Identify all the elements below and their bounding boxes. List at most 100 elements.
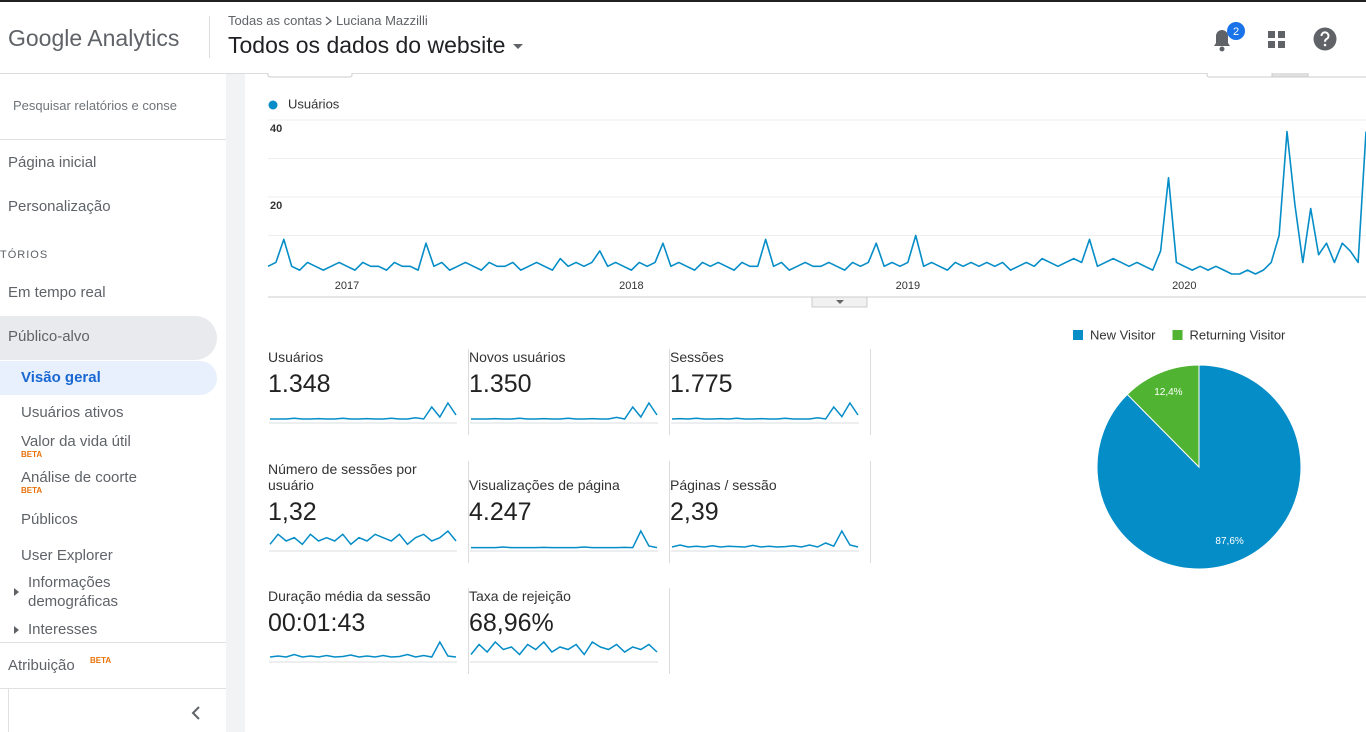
view-name[interactable]: Todos os dados do website xyxy=(228,32,506,58)
metric-label: Sessões xyxy=(670,349,724,365)
button[interactable] xyxy=(1271,73,1309,78)
divider xyxy=(8,688,9,732)
collapse-button[interactable] xyxy=(188,704,204,722)
metric-label: Páginas / sessão xyxy=(670,477,777,493)
sidebar: Pesquisar relatórios e conse Página inic… xyxy=(0,74,226,732)
sparkline-line xyxy=(269,640,457,658)
sparkline xyxy=(470,640,658,663)
divider xyxy=(0,642,226,643)
sparkline xyxy=(470,529,658,552)
sparkline xyxy=(269,401,457,424)
metric-value: 00:01:43 xyxy=(268,609,366,637)
nav-subitem[interactable]: Informações demográficas xyxy=(28,574,119,610)
metric-label: Usuários xyxy=(268,349,324,365)
pie-label: 12,4% xyxy=(1154,387,1182,398)
beta-badge: BETA xyxy=(90,656,112,665)
header: Google Analytics Todas as contas Luciana… xyxy=(0,2,1366,74)
metric-value: 68,96% xyxy=(469,609,554,637)
beta-badge: BETA xyxy=(21,450,43,459)
nav-subitem[interactable]: Usuários ativos xyxy=(21,404,124,421)
sparkline xyxy=(470,401,658,424)
sparkline-line xyxy=(471,401,658,420)
expand-arrow xyxy=(14,626,19,634)
dropdown-arrow xyxy=(513,43,524,49)
view-selector[interactable]: Todos os dados do website xyxy=(228,32,531,59)
legend-marker xyxy=(1172,330,1183,340)
line-series xyxy=(267,130,1366,275)
button[interactable] xyxy=(267,73,353,78)
breadcrumb-item[interactable]: Todas as contas xyxy=(228,13,322,28)
scorecard[interactable]: Visualizações de página 4.247 xyxy=(469,461,670,563)
metric-value: 1.350 xyxy=(469,370,532,398)
product-name[interactable]: Google Analytics xyxy=(8,25,180,51)
breadcrumb: Todas as contas Luciana Mazzilli xyxy=(228,13,428,28)
nav-subitem[interactable]: Visão geral xyxy=(21,369,101,386)
nav-item[interactable]: Público-alvo xyxy=(8,328,90,345)
nav-item[interactable]: Página inicial xyxy=(8,154,97,171)
scorecard[interactable]: Novos usuários 1.350 xyxy=(469,349,670,435)
pie-slice xyxy=(1126,364,1200,469)
divider xyxy=(0,139,226,140)
sparkline-line xyxy=(270,401,457,420)
nav-item[interactable]: Atribuição xyxy=(8,657,75,674)
search-box[interactable]: Pesquisar relatórios e conse xyxy=(13,98,178,113)
sparkline-line xyxy=(671,529,859,548)
apps-icon[interactable] xyxy=(1266,29,1288,51)
pie-label: 87,6% xyxy=(1215,536,1243,547)
nav-subitem[interactable]: Interesses xyxy=(28,621,98,638)
separator xyxy=(209,16,210,58)
legend-marker xyxy=(268,100,278,110)
scorecard[interactable]: Número de sessões por usuário 1,32 xyxy=(268,461,469,563)
nav-subitem[interactable]: Valor da vida útil xyxy=(21,433,131,450)
sparkline-line xyxy=(471,529,658,549)
x-tick-label: 2020 xyxy=(1172,280,1196,292)
y-tick-label: 40 xyxy=(270,123,282,135)
sparkline xyxy=(671,401,859,424)
scorecard-row: Número de sessões por usuário 1,32 Visuali… xyxy=(268,461,871,563)
x-tick-label: 2019 xyxy=(896,280,920,292)
collapse-arrow xyxy=(836,300,844,304)
sparkline xyxy=(671,529,859,552)
scorecard[interactable]: Usuários 1.348 xyxy=(268,349,469,435)
nav-item[interactable]: Em tempo real xyxy=(8,284,106,301)
sparkline-line xyxy=(470,640,658,656)
metric-value: 2,39 xyxy=(670,498,719,526)
metric-value: 1.348 xyxy=(268,370,331,398)
help-icon[interactable] xyxy=(1312,26,1338,52)
scorecard[interactable]: Sessões 1.775 xyxy=(670,349,871,435)
nav-subitem[interactable]: Análise de coorte xyxy=(21,469,137,486)
nav-subitem[interactable]: Públicos xyxy=(21,511,78,528)
beta-badge: BETA xyxy=(21,486,43,495)
scorecard[interactable]: Duração média da sessão 00:01:43 xyxy=(268,588,469,674)
scorecard[interactable]: Páginas / sessão 2,39 xyxy=(670,461,871,563)
metric-label: Duração média da sessão xyxy=(268,588,431,604)
sparkline xyxy=(269,640,457,663)
section-label: TÓRIOS xyxy=(0,249,49,261)
chevron xyxy=(325,15,332,26)
metric-value: 4.247 xyxy=(469,498,532,526)
scorecard-row: Duração média da sessão 00:01:43 Taxa de r… xyxy=(268,588,670,674)
y-tick-label: 20 xyxy=(270,200,282,212)
legend-label: Returning Visitor xyxy=(1190,327,1287,342)
sparkline-line xyxy=(671,401,859,420)
breadcrumb-item[interactable]: Luciana Mazzilli xyxy=(335,13,428,28)
scorecard-row: Usuários 1.348 Novos usuários 1.350 Sessões 1… xyxy=(268,349,871,435)
metric-label: Visualizações de página xyxy=(469,477,620,493)
selected-item xyxy=(0,361,217,395)
expand-arrow xyxy=(14,588,19,596)
metric-label: Taxa de rejeição xyxy=(469,588,571,604)
sparkline-line xyxy=(269,529,457,546)
notification-count: 2 xyxy=(1233,26,1239,38)
notifications[interactable]: 2 xyxy=(1200,12,1260,62)
report-area: 20 40 2017 2018 2019 2020 Usuários 87,6% New Vis… xyxy=(267,73,1366,570)
nav-item[interactable]: Personalização xyxy=(8,198,111,215)
x-tick-label: 2018 xyxy=(619,280,643,292)
scorecard[interactable]: Taxa de rejeição 68,96% xyxy=(469,588,670,674)
top-border xyxy=(0,0,1366,2)
legend-label: Usuários xyxy=(288,96,340,111)
legend-label: New Visitor xyxy=(1090,327,1156,342)
nav-subitem[interactable]: User Explorer xyxy=(21,547,113,564)
metric-label: Novos usuários xyxy=(469,349,566,365)
metric-value: 1,32 xyxy=(268,498,317,526)
